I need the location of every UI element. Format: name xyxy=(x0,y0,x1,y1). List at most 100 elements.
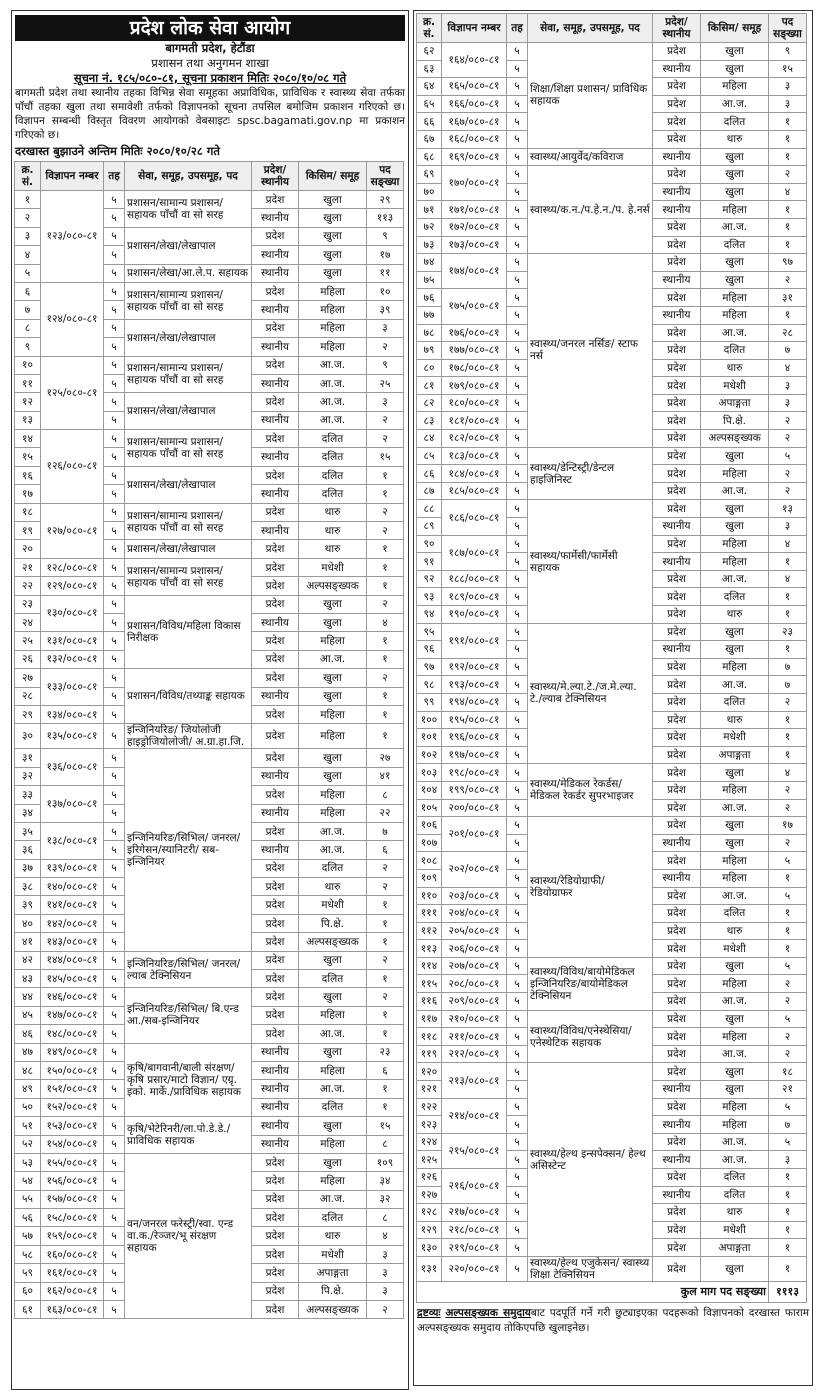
level-cell: ५ xyxy=(103,1079,125,1099)
region-cell: स्थानीय xyxy=(251,1060,299,1081)
table-row: २३ १३०/०८०-८१ ५ प्रशासन/विविध/महिला विकास न… xyxy=(14,594,404,670)
level-cell: ५ xyxy=(103,704,125,725)
count-cell: १ xyxy=(768,728,807,747)
region-cell: प्रदेश xyxy=(251,1005,299,1026)
table-row: १०२ १९७/०८०-८१ ५ प्रदेश अपाङ्गता १ xyxy=(416,745,807,765)
region-cell: प्रदेश xyxy=(652,77,701,96)
category-cell: महिला xyxy=(700,657,769,677)
category-cell: खुला xyxy=(700,1255,769,1282)
level-cell: ५ xyxy=(103,1226,125,1246)
advertisement-number-cell: १६५/०८०-८१ xyxy=(441,77,507,96)
category-cell: अपाङ्गता xyxy=(298,1263,367,1283)
category-cell: खुला xyxy=(298,748,367,768)
region-cell: प्रदेश xyxy=(652,1097,701,1117)
serial-cell: १ xyxy=(14,189,41,210)
level-cell: ५ xyxy=(506,921,528,941)
serial-cell: १०४ xyxy=(416,780,442,800)
category-cell: महिला xyxy=(700,851,769,870)
table-row: ८४ १८२/०८०-८१ ५ प्रदेश अल्पसङ्ख्यक २ xyxy=(416,429,807,448)
category-cell: दलित xyxy=(700,692,769,712)
advertisement-number-cell: १३३/०८०-८१ xyxy=(40,668,104,706)
advertisement-number-cell: १९९/०८०-८१ xyxy=(441,780,507,800)
level-cell: ५ xyxy=(103,539,125,559)
advertisement-number-cell: २०७/०८०-८१ xyxy=(441,956,507,976)
table-row: ६३ ५ स्थानीय खुला १५ xyxy=(416,59,807,79)
serial-cell: ३१ xyxy=(14,748,41,768)
category-cell: दलित xyxy=(700,112,769,131)
region-cell: प्रदेश xyxy=(652,358,701,378)
column-header: सेवा, समूह, उपसमूह, पद xyxy=(124,161,252,191)
count-cell: १ xyxy=(366,932,404,952)
region-cell: प्रदेश xyxy=(251,1171,299,1191)
region-cell: प्रदेश xyxy=(652,481,701,501)
serial-cell: ९ xyxy=(14,337,41,357)
region-cell: प्रदेश xyxy=(251,649,299,670)
serial-cell: ४६ xyxy=(14,1024,41,1044)
advertisement-number-cell: १३२/०८०-८१ xyxy=(40,649,104,670)
count-cell: १ xyxy=(366,557,404,578)
table-header: क्र. सं. विज्ञापन नम्बर तह सेवा, समूह, उपसम… xyxy=(14,161,404,191)
serial-cell: ४ xyxy=(14,245,41,265)
footnote-text: बाट पदपूर्ति गर्ने गरी छुट्याइएका पदहरूक… xyxy=(417,1306,809,1334)
table-row: ४१ १४३/०८०-८१ ५ प्रदेश अल्पसङ्ख्यक १ xyxy=(14,932,404,952)
level-cell: ५ xyxy=(506,1255,528,1282)
category-cell: थारु xyxy=(700,710,769,730)
table-row: २७ १३३/०८०-८१ ५ प्रशासन/विविध/तथ्याङ्क सहाय… xyxy=(14,668,404,725)
category-cell: खुला xyxy=(298,686,367,706)
category-cell: मधेशी xyxy=(700,376,769,395)
count-cell: ५ xyxy=(768,1132,807,1152)
region-cell: स्थानीय xyxy=(251,521,299,541)
column-header: क्र. सं. xyxy=(416,13,442,43)
table-row: ४० १४२/०८०-८१ ५ प्रदेश पि.क्षे. १ xyxy=(14,913,404,934)
count-cell: २ xyxy=(366,337,404,357)
serial-cell: ११३ xyxy=(416,939,442,958)
advertisement-number-cell: २१९/०८०-८१ xyxy=(441,1238,507,1257)
table-row: ३२ ५ स्थानीय खुला ४१ xyxy=(14,766,404,787)
region-cell: प्रदेश xyxy=(652,728,701,747)
advertisement-number-cell: १८३/०८०-८१ xyxy=(441,446,507,466)
column-header: पद सङ्ख्या xyxy=(366,161,404,191)
table-row: ११३ २०६/०८०-८१ ५ प्रदेश मधेशी १ xyxy=(416,939,807,958)
table-row: ४४ १४६/०८०-८१ ५ इन्जिनियरिङ/सिभिल/ बि.एन्ड … xyxy=(14,987,404,1044)
serial-cell: ६८ xyxy=(416,147,442,167)
advertisement-number-cell: १६७/०८०-८१ xyxy=(441,112,507,131)
count-cell: ३ xyxy=(768,393,807,413)
region-cell: प्रदेश xyxy=(652,745,701,765)
table-row: ७४ १७४/०८०-८१ ५ स्वास्थ्य/जनरल नर्सिङ/ स्टा… xyxy=(416,253,807,448)
category-cell: अपाङ्गता xyxy=(700,1238,769,1257)
total-row: कुल माग पद सङ्ख्या १११३ xyxy=(416,1280,807,1303)
advertisement-number-cell: १६३/०८०-८१ xyxy=(40,1300,104,1320)
serial-cell: ९१ xyxy=(416,552,442,571)
serial-cell: ६६ xyxy=(416,112,442,131)
region-cell: स्थानीय xyxy=(652,305,701,325)
level-cell: ५ xyxy=(506,587,528,606)
advertisement-number-cell: १४८/०८०-८१ xyxy=(40,1024,104,1044)
level-cell: ५ xyxy=(506,1132,528,1152)
category-cell: आ.ज. xyxy=(298,1079,367,1099)
count-cell: ३ xyxy=(768,376,807,395)
post-cell: स्वास्थ्य/विविध/एनेस्थेसिया/ एनेस्थेटिक … xyxy=(527,1009,653,1064)
table-row: ४२ १४४/०८०-८१ ५ इन्जिनियरिङ/सिभिल/ जनरल/ल्य… xyxy=(14,950,404,989)
region-cell: प्रदेश xyxy=(251,392,299,412)
level-cell: ५ xyxy=(506,798,528,818)
category-cell: थारु xyxy=(700,921,769,941)
region-cell: प्रदेश xyxy=(652,675,701,694)
advertisement-number-cell: १७८/०८०-८१ xyxy=(441,358,507,378)
table-row: १२९ २१८/०८०-८१ ५ प्रदेश मधेशी १ xyxy=(416,1220,807,1240)
table-row: ११४ २०७/०८०-८१ ५ स्वास्थ्य/विविध/बायोमेडिकल… xyxy=(416,956,807,1011)
count-cell: ५ xyxy=(768,1097,807,1117)
region-cell: प्रदेश xyxy=(652,42,701,61)
region-cell: प्रदेश xyxy=(652,341,701,360)
province-heading: बागमती प्रदेश, हेटौंडा xyxy=(165,41,255,55)
advertisement-number-cell: १५६/०८०-८१ xyxy=(40,1171,104,1191)
level-cell: ५ xyxy=(103,766,125,787)
level-cell: ५ xyxy=(506,780,528,800)
region-cell: स्थानीय xyxy=(652,868,701,888)
table-row: ३१ १३६/०८०-८१ ५ इन्जिनियरिङ/सिभिल/ जनरल/इरि… xyxy=(14,748,404,952)
advertisement-number-cell: १९१/०८०-८१ xyxy=(441,622,507,659)
level-cell: ५ xyxy=(103,484,125,504)
count-cell: २७ xyxy=(366,748,404,768)
category-cell: अल्पसङ्ख्यक xyxy=(298,1300,367,1320)
level-cell: ५ xyxy=(103,465,125,486)
level-cell: ५ xyxy=(103,245,125,265)
